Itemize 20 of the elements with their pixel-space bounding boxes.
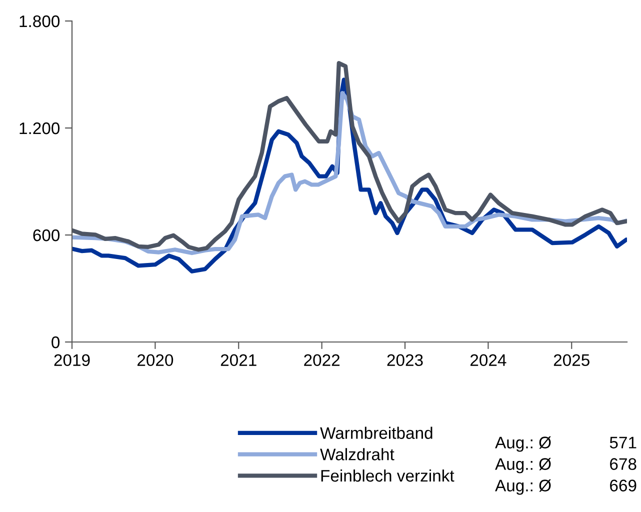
text: 571 (610, 436, 636, 448)
x-tick-label: 2019 (54, 354, 90, 366)
y-tick-label: 600 (33, 229, 60, 242)
y-tick-label: 1.800 (20, 15, 60, 28)
legend-label: Warmbreitband (320, 426, 432, 439)
text: 669 (610, 480, 636, 492)
x-tick-label: 2024 (470, 354, 506, 366)
y-tick-label: 1.200 (20, 122, 60, 134)
x-tick-label: 2025 (554, 354, 590, 366)
x-tick-label: 2023 (387, 354, 423, 366)
y-tick-label: 0 (52, 336, 60, 348)
text: Aug.: Ø (495, 479, 551, 495)
x-tick-label: 2020 (137, 354, 174, 366)
text: Aug.: Ø (495, 458, 551, 474)
text: Aug.: Ø (495, 436, 551, 452)
legend-label: Feinblech verzinkt (321, 469, 454, 482)
legend-label: Walzdraht (320, 448, 394, 460)
text: 678 (610, 458, 636, 470)
x-tick-label: 2021 (220, 354, 256, 366)
x-tick-label: 2022 (304, 354, 340, 366)
